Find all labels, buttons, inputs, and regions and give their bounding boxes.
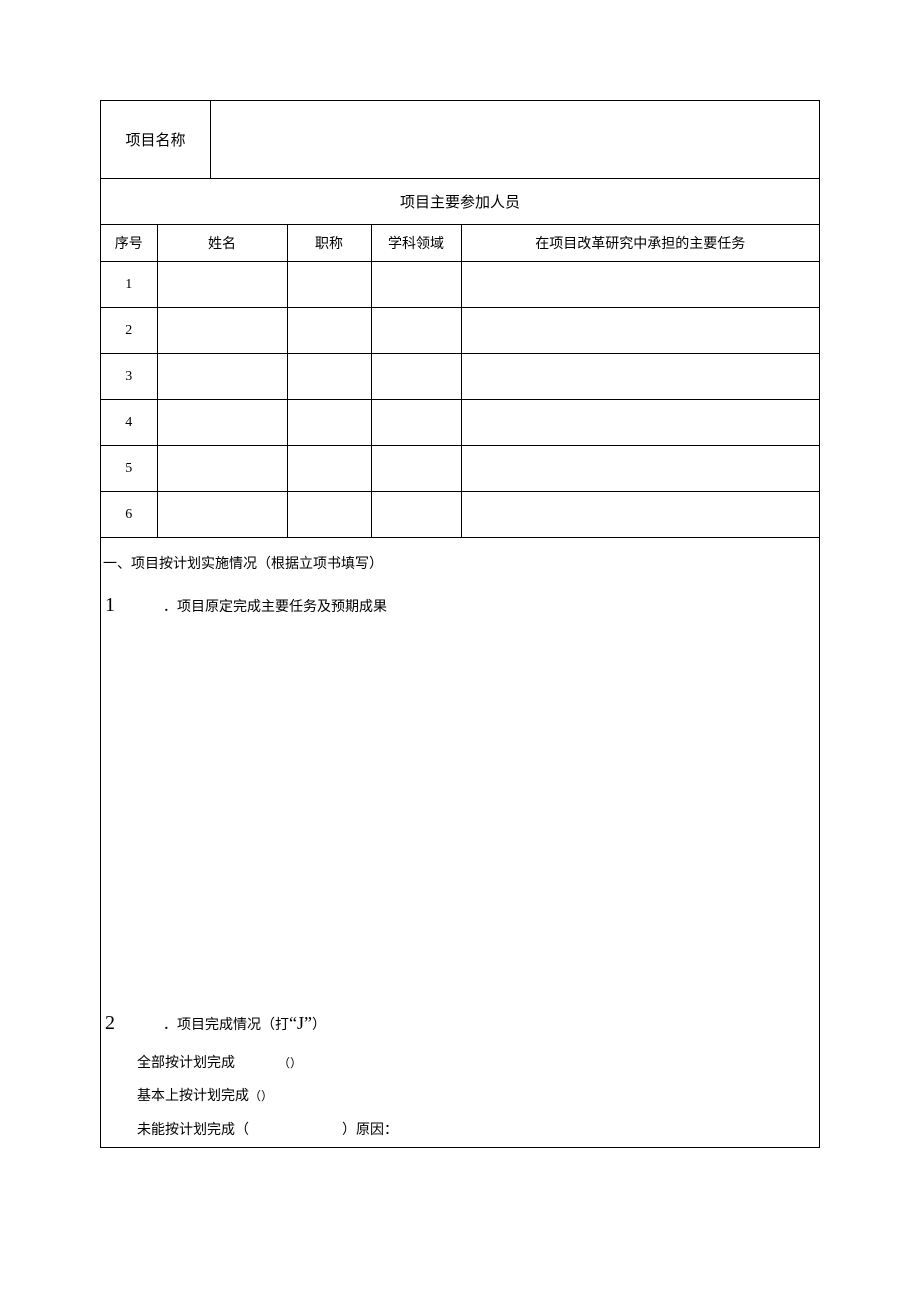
project-name-label: 项目名称 xyxy=(101,101,211,178)
item-2-number: 2 xyxy=(103,1005,163,1041)
option-3[interactable]: 未能按计划完成（ ）原因： xyxy=(101,1114,819,1147)
cell-field[interactable] xyxy=(371,400,461,446)
cell-title[interactable] xyxy=(287,446,371,492)
option-2-label: 基本上按计划完成 xyxy=(137,1089,249,1104)
cell-name[interactable] xyxy=(157,262,287,308)
cell-seq: 3 xyxy=(101,354,157,400)
cell-field[interactable] xyxy=(371,354,461,400)
quote-close: ” xyxy=(304,1013,312,1033)
table-row: 4 xyxy=(101,400,819,446)
cell-name[interactable] xyxy=(157,492,287,538)
quote-open: “ xyxy=(289,1013,297,1033)
col-header-task: 在项目改革研究中承担的主要任务 xyxy=(461,225,819,262)
cell-field[interactable] xyxy=(371,262,461,308)
option-1-label: 全部按计划完成 xyxy=(137,1056,235,1071)
check-mark-j: J xyxy=(297,1013,304,1033)
cell-name[interactable] xyxy=(157,446,287,492)
cell-title[interactable] xyxy=(287,262,371,308)
cell-title[interactable] xyxy=(287,400,371,446)
table-header-row: 序号 姓名 职称 学科领域 在项目改革研究中承担的主要任务 xyxy=(101,225,819,262)
cell-task[interactable] xyxy=(461,446,819,492)
cell-name[interactable] xyxy=(157,308,287,354)
item-1-number: 1 xyxy=(103,587,163,623)
section-1-heading: 一、项目按计划实施情况（根据立项书填写） xyxy=(101,548,819,581)
col-header-title: 职称 xyxy=(287,225,371,262)
cell-field[interactable] xyxy=(371,492,461,538)
table-row: 2 xyxy=(101,308,819,354)
cell-title[interactable] xyxy=(287,354,371,400)
option-2-paren: （） xyxy=(249,1089,273,1103)
item-2-prefix: ．项目完成情况（打 xyxy=(163,1018,289,1033)
cell-seq: 5 xyxy=(101,446,157,492)
cell-task[interactable] xyxy=(461,492,819,538)
col-header-field: 学科领域 xyxy=(371,225,461,262)
section-1: 一、项目按计划实施情况（根据立项书填写） 1 ．项目原定完成主要任务及预期成果 … xyxy=(101,538,819,1147)
participants-header: 项目主要参加人员 xyxy=(101,179,819,225)
cell-task[interactable] xyxy=(461,354,819,400)
option-3-close: ）原因： xyxy=(342,1123,398,1138)
table-row: 3 xyxy=(101,354,819,400)
cell-title[interactable] xyxy=(287,492,371,538)
project-name-value[interactable] xyxy=(211,101,819,178)
cell-field[interactable] xyxy=(371,308,461,354)
table-row: 6 xyxy=(101,492,819,538)
cell-name[interactable] xyxy=(157,354,287,400)
form-container: 项目名称 项目主要参加人员 序号 姓名 职称 学科领域 在项目改革研究中承担的主… xyxy=(100,100,820,1148)
item-2-line: 2 ．项目完成情况（打“J”） xyxy=(101,999,819,1047)
option-2[interactable]: 基本上按计划完成（） xyxy=(101,1080,819,1113)
option-1[interactable]: 全部按计划完成 （） xyxy=(101,1047,819,1080)
project-name-row: 项目名称 xyxy=(101,101,819,179)
option-1-paren: （） xyxy=(278,1056,302,1070)
option-3-label: 未能按计划完成（ xyxy=(137,1123,249,1138)
table-row: 5 xyxy=(101,446,819,492)
cell-title[interactable] xyxy=(287,308,371,354)
cell-task[interactable] xyxy=(461,308,819,354)
item-1-line: 1 ．项目原定完成主要任务及预期成果 xyxy=(101,581,819,629)
table-row: 1 xyxy=(101,262,819,308)
item-2-text: ．项目完成情况（打“J”） xyxy=(163,1007,326,1039)
cell-name[interactable] xyxy=(157,400,287,446)
cell-field[interactable] xyxy=(371,446,461,492)
col-header-name: 姓名 xyxy=(157,225,287,262)
cell-seq: 1 xyxy=(101,262,157,308)
item-1-text: ．项目原定完成主要任务及预期成果 xyxy=(163,595,387,620)
answer-space-1[interactable] xyxy=(101,629,819,999)
item-2-suffix: ） xyxy=(312,1018,326,1033)
cell-seq: 6 xyxy=(101,492,157,538)
cell-seq: 4 xyxy=(101,400,157,446)
col-header-seq: 序号 xyxy=(101,225,157,262)
cell-task[interactable] xyxy=(461,400,819,446)
cell-task[interactable] xyxy=(461,262,819,308)
cell-seq: 2 xyxy=(101,308,157,354)
participants-table: 序号 姓名 职称 学科领域 在项目改革研究中承担的主要任务 1 2 xyxy=(101,225,819,538)
